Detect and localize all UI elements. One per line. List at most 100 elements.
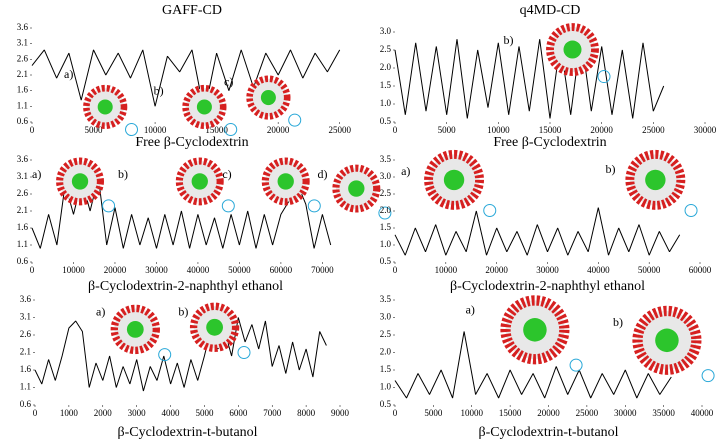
x-tick-label: 60000 bbox=[270, 265, 293, 275]
x-tick-label: 50000 bbox=[638, 265, 661, 275]
x-tick-label: 40000 bbox=[691, 408, 714, 418]
x-tick-label: 1000 bbox=[60, 408, 79, 418]
x-tick-label: 4000 bbox=[162, 408, 181, 418]
x-tick-label: 0 bbox=[393, 408, 398, 418]
x-tick-label: 9000 bbox=[331, 408, 350, 418]
x-tick-label: 6000 bbox=[229, 408, 248, 418]
x-tick-label: 20000 bbox=[104, 265, 127, 275]
y-tick-label: 3.0 bbox=[380, 26, 392, 36]
panel: β-Cyclodextrin-2-naphthyl ethanol 0.5 1.0 1… bbox=[380, 149, 712, 294]
guest-molecule bbox=[348, 180, 365, 197]
data-line bbox=[394, 207, 681, 256]
y-tick-label: 2.6 bbox=[17, 188, 29, 198]
annotation-label: a) bbox=[96, 304, 105, 318]
x-tick-label: 50000 bbox=[228, 265, 251, 275]
y-tick-label: 1.1 bbox=[17, 239, 28, 249]
x-tick-label: 5000 bbox=[195, 408, 214, 418]
x-tick-label: 15000 bbox=[499, 408, 522, 418]
x-tick-label: 10000 bbox=[487, 125, 510, 135]
panel-caption: β-Cyclodextrin-t-butanol bbox=[117, 425, 257, 440]
highlight-circle bbox=[684, 203, 698, 217]
y-tick-label: 2.0 bbox=[380, 205, 392, 215]
y-tick-label: 1.1 bbox=[17, 100, 28, 110]
x-tick-label: 10000 bbox=[461, 408, 484, 418]
annotation-label: a) bbox=[32, 167, 41, 181]
x-tick-label: 8000 bbox=[297, 408, 316, 418]
guest-molecule bbox=[260, 90, 276, 106]
annotation-label: c) bbox=[224, 74, 233, 88]
x-tick-label: 20000 bbox=[485, 265, 508, 275]
highlight-circle bbox=[701, 369, 715, 383]
highlight-circle bbox=[224, 123, 238, 137]
y-tick-label: 2.5 bbox=[380, 188, 392, 198]
y-tick-label: 3.6 bbox=[20, 294, 32, 304]
y-tick-label: 2.6 bbox=[17, 53, 29, 63]
x-tick-label: 15000 bbox=[539, 125, 562, 135]
y-tick-label: 3.1 bbox=[17, 38, 28, 48]
y-tick-label: 0.5 bbox=[380, 399, 392, 409]
highlight-circle bbox=[597, 70, 611, 84]
y-tick-label: 1.5 bbox=[380, 222, 392, 232]
x-tick-label: 0 bbox=[33, 408, 38, 418]
y-tick-label: 2.5 bbox=[380, 44, 392, 54]
x-tick-label: 10000 bbox=[144, 125, 167, 135]
y-tick-label: 1.6 bbox=[17, 222, 29, 232]
y-tick-label: 3.6 bbox=[17, 154, 29, 164]
y-tick-label: 3.6 bbox=[17, 22, 29, 32]
x-tick-label: 20000 bbox=[537, 408, 560, 418]
y-tick-label: 3.0 bbox=[380, 171, 392, 181]
guest-molecule bbox=[277, 173, 294, 190]
highlight-circle bbox=[102, 199, 116, 213]
y-tick-label: 0.6 bbox=[20, 399, 32, 409]
y-tick-label: 2.5 bbox=[380, 329, 392, 339]
annotation-label: c) bbox=[222, 167, 231, 181]
panel-caption: β-Cyclodextrin-2-naphthyl ethanol bbox=[88, 279, 283, 294]
panel-caption: β-Cyclodextrin-2-naphthyl ethanol bbox=[450, 279, 645, 294]
y-tick-label: 1.5 bbox=[380, 80, 392, 90]
annotation-label: a) bbox=[401, 164, 410, 178]
x-tick-label: 5000 bbox=[438, 125, 457, 135]
x-tick-label: 25000 bbox=[576, 408, 599, 418]
x-tick-label: 30000 bbox=[694, 125, 717, 135]
highlight-circle bbox=[307, 199, 321, 213]
y-tick-label: 0.6 bbox=[17, 116, 29, 126]
highlight-circle bbox=[158, 348, 172, 362]
panel-caption: Free β-Cyclodextrin bbox=[135, 135, 248, 150]
y-tick-label: 1.5 bbox=[380, 364, 392, 374]
x-tick-label: 10000 bbox=[435, 265, 458, 275]
y-tick-label: 2.1 bbox=[20, 347, 31, 357]
x-tick-label: 35000 bbox=[652, 408, 675, 418]
panel: q4MD-CD Free β-Cyclodextrin 0.5 1.0 1.5 2.0 2.… bbox=[380, 3, 717, 150]
guest-molecule bbox=[206, 318, 224, 336]
annotation-label: b) bbox=[178, 304, 188, 318]
y-tick-label: 1.0 bbox=[380, 239, 392, 249]
y-tick-label: 0.5 bbox=[380, 116, 392, 126]
guest-molecule bbox=[126, 321, 144, 338]
x-tick-label: 30000 bbox=[536, 265, 559, 275]
x-tick-label: 0 bbox=[393, 125, 398, 135]
x-tick-label: 25000 bbox=[328, 125, 351, 135]
x-tick-label: 20000 bbox=[590, 125, 613, 135]
y-tick-label: 3.0 bbox=[380, 312, 392, 322]
panel: β-Cyclodextrin-t-butanol 0.5 1.0 1.5 2.0 2.5 3… bbox=[380, 294, 715, 440]
panel: β-Cyclodextrin-t-butanol 0.6 1.1 1.6 2.1 2.6 3… bbox=[20, 294, 350, 440]
annotation-label: b) bbox=[605, 162, 615, 176]
data-line bbox=[31, 49, 341, 113]
x-tick-label: 15000 bbox=[205, 125, 228, 135]
annotation-label: a) bbox=[466, 302, 475, 316]
guest-molecule bbox=[655, 328, 679, 353]
x-tick-label: 0 bbox=[30, 265, 35, 275]
y-tick-label: 3.1 bbox=[20, 312, 31, 322]
y-tick-label: 0.5 bbox=[380, 256, 392, 266]
guest-molecule bbox=[645, 169, 666, 191]
x-tick-label: 2000 bbox=[94, 408, 113, 418]
data-line bbox=[34, 317, 327, 392]
x-tick-label: 25000 bbox=[642, 125, 665, 135]
y-tick-label: 2.1 bbox=[17, 69, 28, 79]
y-tick-label: 1.0 bbox=[380, 98, 392, 108]
annotation-label: a) bbox=[64, 67, 73, 81]
x-tick-label: 0 bbox=[30, 125, 35, 135]
y-tick-label: 0.6 bbox=[17, 256, 29, 266]
x-tick-label: 5000 bbox=[424, 408, 443, 418]
x-tick-label: 60000 bbox=[689, 265, 712, 275]
